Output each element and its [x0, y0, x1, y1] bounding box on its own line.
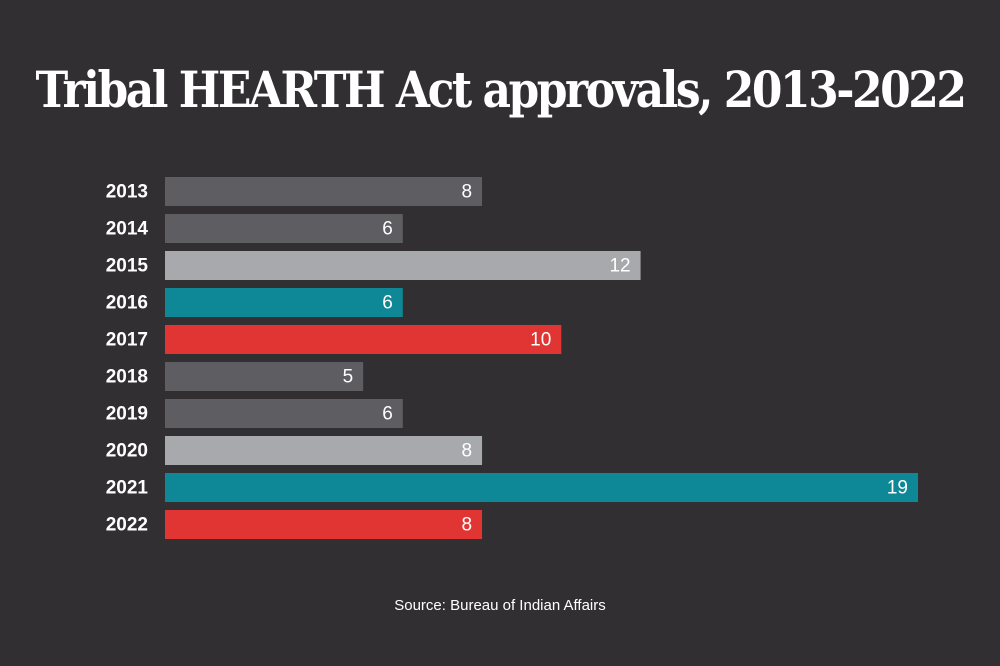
data-label-2022: 8: [461, 515, 472, 536]
data-label-2019: 6: [382, 404, 393, 425]
bar-2022: [165, 510, 483, 539]
bar-2015: [165, 251, 641, 280]
data-label-2014: 6: [382, 219, 393, 240]
data-label-2016: 6: [382, 293, 393, 314]
bar-2013: [165, 177, 483, 206]
category-label-2020: 2020: [106, 441, 148, 462]
category-label-2017: 2017: [106, 330, 148, 351]
data-label-2021: 19: [887, 478, 908, 499]
data-label-2020: 8: [461, 441, 472, 462]
bar-2016: [165, 288, 403, 317]
bar-2018: [165, 362, 364, 391]
chart-title: Tribal HEARTH Act approvals, 2013-2022: [35, 62, 967, 120]
category-label-2014: 2014: [106, 219, 149, 240]
bar-2017: [165, 325, 562, 354]
category-label-2019: 2019: [106, 404, 148, 425]
category-label-2013: 2013: [106, 182, 148, 203]
source-note: Source: Bureau of Indian Affairs: [394, 597, 606, 614]
data-label-2013: 8: [461, 182, 472, 203]
bar-2019: [165, 399, 403, 428]
category-label-2018: 2018: [106, 367, 148, 388]
bar-2014: [165, 214, 403, 243]
category-label-2015: 2015: [106, 256, 149, 277]
bar-2021: [165, 473, 918, 502]
data-label-2015: 12: [609, 256, 630, 277]
category-label-2021: 2021: [106, 478, 149, 499]
category-label-2016: 2016: [106, 293, 148, 314]
bar-2020: [165, 436, 483, 465]
data-label-2018: 5: [343, 367, 354, 388]
category-label-2022: 2022: [106, 515, 148, 536]
data-label-2017: 10: [530, 330, 551, 351]
